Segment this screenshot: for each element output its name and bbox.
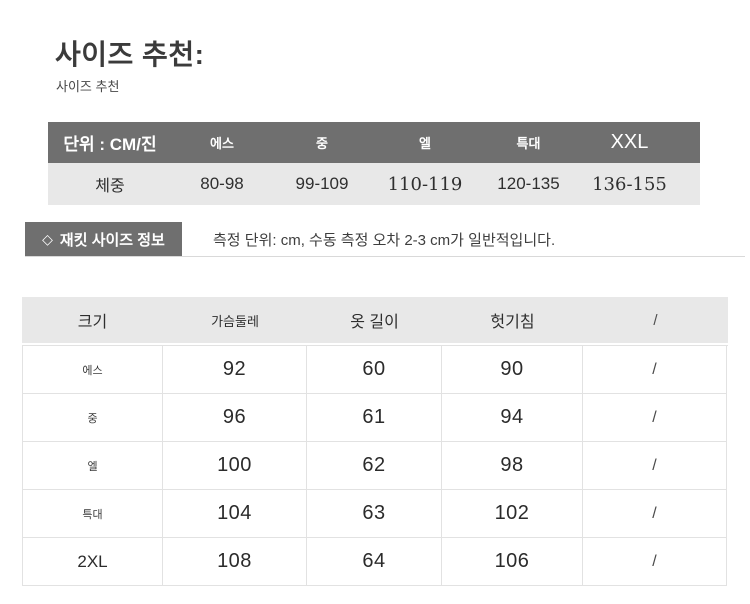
table-cell-hem: 94 <box>442 394 583 442</box>
table-cell-extra: / <box>583 394 727 442</box>
table-cell-length: 61 <box>307 394 442 442</box>
size-header-cell-m: 중 <box>316 136 328 151</box>
table-cell-length: 64 <box>307 538 442 586</box>
section-label-badge: ◇ 재킷 사이즈 정보 <box>25 222 182 256</box>
table-cell-length: 62 <box>307 442 442 490</box>
table-cell-size: 특대 <box>23 490 163 538</box>
table-cell-hem: 102 <box>442 490 583 538</box>
column-header-hem: 헛기침 <box>490 314 535 331</box>
table-cell-extra: / <box>583 346 727 394</box>
table-cell-extra: / <box>583 490 727 538</box>
section-label-text: 재킷 사이즈 정보 <box>59 231 165 249</box>
table-cell-size: 엘 <box>23 442 163 490</box>
column-header-chest: 가슴둘레 <box>211 313 259 329</box>
diamond-icon: ◇ <box>42 230 53 247</box>
table-cell-size: 에스 <box>23 346 163 394</box>
column-header-extra: / <box>653 311 658 329</box>
size-header-cell-l: 엘 <box>419 136 431 151</box>
column-header-length: 옷 길이 <box>350 314 399 331</box>
weight-value-cell: 80-98 <box>200 174 244 193</box>
jacket-size-table: 크기 가슴둘레 옷 길이 헛기침 / 에스 92 60 90 / 중 96 61… <box>22 297 728 586</box>
size-header-cell-xxl: XXL <box>610 131 649 153</box>
section-header-bar: ◇ 재킷 사이즈 정보 측정 단위: cm, 수동 측정 오차 2-3 cm가 … <box>25 222 745 257</box>
column-header-size: 크기 <box>77 314 108 331</box>
size-table-body: 에스 92 60 90 / 중 96 61 94 / 엘 100 62 98 /… <box>22 345 728 586</box>
unit-header-cell: 단위 : CM/진 <box>63 135 157 154</box>
table-cell-length: 60 <box>307 346 442 394</box>
size-table-header-row: 크기 가슴둘레 옷 길이 헛기침 / <box>22 297 728 343</box>
table-cell-hem: 90 <box>442 346 583 394</box>
weight-row-label: 체중 <box>95 178 125 195</box>
weight-table-header-row: 단위 : CM/진 에스 중 엘 특대 XXL <box>48 122 700 163</box>
weight-value-cell: 136-155 <box>592 173 667 195</box>
page-title: 사이즈 추천: <box>55 39 205 70</box>
size-header-cell-xl: 특대 <box>516 136 541 151</box>
table-cell-extra: / <box>583 538 727 586</box>
weight-table-value-row: 체중 80-98 99-109 110-119 120-135 136-155 <box>48 163 700 205</box>
table-cell-size: 중 <box>23 394 163 442</box>
table-cell-hem: 98 <box>442 442 583 490</box>
table-cell-chest: 92 <box>163 346 307 394</box>
weight-value-cell: 120-135 <box>497 174 560 193</box>
table-cell-length: 63 <box>307 490 442 538</box>
weight-table: 단위 : CM/진 에스 중 엘 특대 XXL 체중 80-98 99-109 … <box>48 122 700 205</box>
weight-value-cell: 99-109 <box>295 174 349 193</box>
page-subtitle: 사이즈 추천 <box>56 79 120 94</box>
size-header-cell-s: 에스 <box>210 136 234 151</box>
table-cell-chest: 96 <box>163 394 307 442</box>
table-cell-chest: 104 <box>163 490 307 538</box>
table-cell-size: 2XL <box>23 538 163 586</box>
measurement-note: 측정 단위: cm, 수동 측정 오차 2-3 cm가 일반적입니다. <box>213 231 556 249</box>
table-cell-extra: / <box>583 442 727 490</box>
table-cell-chest: 100 <box>163 442 307 490</box>
weight-value-cell: 110-119 <box>387 173 463 195</box>
table-cell-chest: 108 <box>163 538 307 586</box>
table-cell-hem: 106 <box>442 538 583 586</box>
